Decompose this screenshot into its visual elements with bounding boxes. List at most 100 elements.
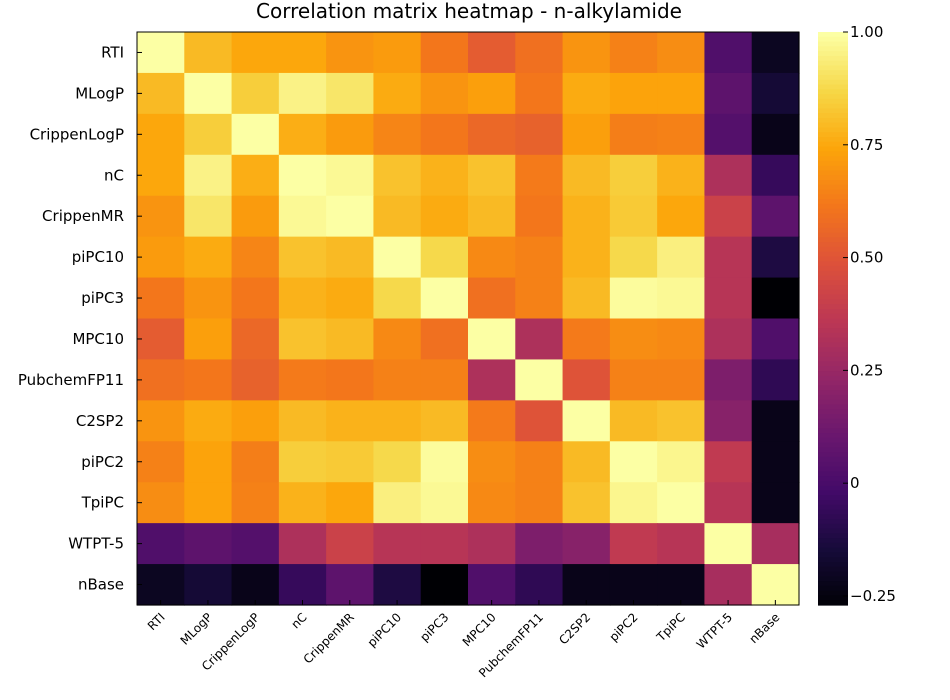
colorbar-strip: [818, 137, 848, 143]
heatmap-cell: [420, 564, 469, 606]
colorbar-strip: [818, 132, 848, 138]
colorbar-strip: [818, 280, 848, 286]
colorbar-strip: [818, 509, 848, 515]
heatmap-cell: [231, 72, 280, 115]
row-label: MLogP: [75, 84, 124, 102]
heatmap-cell: [420, 72, 469, 115]
colorbar-strip: [818, 265, 848, 272]
heatmap-cell: [751, 564, 800, 606]
plot-frame: [136, 31, 800, 606]
heatmap-cell: [137, 236, 185, 279]
heatmap-cell: [704, 236, 753, 279]
heatmap-cell: [420, 154, 469, 197]
heatmap-cell: [278, 277, 327, 320]
colorbar-strip: [818, 180, 848, 186]
heatmap-cell: [515, 32, 564, 74]
colorbar-strip: [818, 495, 848, 501]
heatmap-cell: [184, 113, 233, 156]
heatmap-cell: [609, 72, 658, 115]
heatmap-cell: [184, 359, 233, 401]
colorbar-strip: [818, 328, 848, 334]
colorbar-strip: [818, 600, 848, 606]
heatmap-cell: [562, 72, 611, 115]
heatmap-cell: [184, 72, 233, 115]
colorbar-strip: [818, 480, 848, 487]
heatmap-cell: [751, 195, 800, 238]
heatmap-cell: [657, 32, 706, 74]
heatmap-cell: [609, 359, 658, 401]
heatmap-cell: [326, 32, 375, 74]
colorbar-strip: [818, 141, 848, 148]
heatmap-cell: [515, 564, 564, 606]
heatmap-cell: [420, 318, 469, 361]
colorbar-strip: [818, 585, 848, 592]
heatmap-cell: [515, 195, 564, 238]
colorbar-strip: [818, 542, 848, 549]
colorbar-strip: [818, 313, 848, 320]
colorbar-strip: [818, 404, 848, 410]
heatmap-cell: [278, 318, 327, 361]
column-label: nBase: [747, 610, 783, 646]
heatmap-cell: [657, 154, 706, 197]
heatmap-cell: [231, 441, 280, 483]
heatmap-cell: [704, 195, 753, 238]
heatmap-cell: [278, 154, 327, 197]
heatmap-cell: [657, 564, 706, 606]
colorbar-strip: [818, 199, 848, 205]
heatmap-cell: [562, 195, 611, 238]
heatmap-cell: [420, 482, 469, 524]
colorbar-strip: [818, 380, 848, 386]
heatmap-cell: [184, 277, 233, 320]
heatmap-cell: [751, 72, 800, 115]
heatmap-cell: [562, 236, 611, 279]
column-label: WTPT-5: [694, 610, 735, 651]
heatmap-cell: [657, 400, 706, 442]
heatmap-cell: [184, 441, 233, 483]
colorbar-strip: [818, 485, 848, 492]
row-label: MPC10: [72, 330, 124, 348]
heatmap-cell: [278, 236, 327, 279]
heatmap-cell: [373, 195, 422, 238]
colorbar-strip: [818, 108, 848, 114]
row-label: piPC10: [72, 248, 124, 266]
heatmap-cell: [562, 564, 611, 606]
colorbar-strip: [818, 557, 848, 563]
heatmap-cell: [468, 236, 516, 279]
heatmap-cell: [515, 72, 564, 115]
chart-title: Correlation matrix heatmap - n-alkylamid…: [256, 0, 682, 23]
heatmap-cell: [373, 154, 422, 197]
heatmap-cell: [137, 318, 185, 361]
heatmap-cell: [515, 400, 564, 442]
column-label: C2SP2: [556, 610, 593, 647]
heatmap-cell: [278, 359, 327, 401]
heatmap-cell: [137, 72, 185, 115]
colorbar-tick-label: 1.00: [850, 23, 883, 41]
heatmap-cell: [420, 441, 469, 483]
heatmap-cell: [420, 113, 469, 156]
heatmap-cell: [704, 72, 753, 115]
heatmap-cell: [231, 359, 280, 401]
row-label: CrippenMR: [42, 207, 124, 225]
heatmap-cell: [468, 564, 516, 606]
colorbar-strip: [818, 499, 848, 506]
heatmap-cell: [657, 113, 706, 156]
colorbar-strip: [818, 175, 848, 181]
heatmap-cell: [137, 359, 185, 401]
colorbar-strip: [818, 371, 848, 377]
colorbar-strip: [818, 476, 848, 482]
heatmap-cell: [468, 154, 516, 197]
colorbar-strip: [818, 528, 848, 534]
heatmap-cell: [657, 441, 706, 483]
heatmap-cell: [326, 154, 375, 197]
heatmap-cell: [562, 441, 611, 483]
heatmap-cell: [562, 523, 611, 565]
colorbar-strip: [818, 60, 848, 67]
heatmap-cell: [231, 236, 280, 279]
colorbar-strip: [818, 237, 848, 243]
row-label: C2SP2: [76, 412, 124, 430]
colorbar-strip: [818, 117, 848, 124]
heatmap-cells: [137, 32, 800, 606]
heatmap-cell: [609, 564, 658, 606]
heatmap-cell: [751, 482, 800, 524]
column-label: piPC10: [365, 610, 404, 649]
